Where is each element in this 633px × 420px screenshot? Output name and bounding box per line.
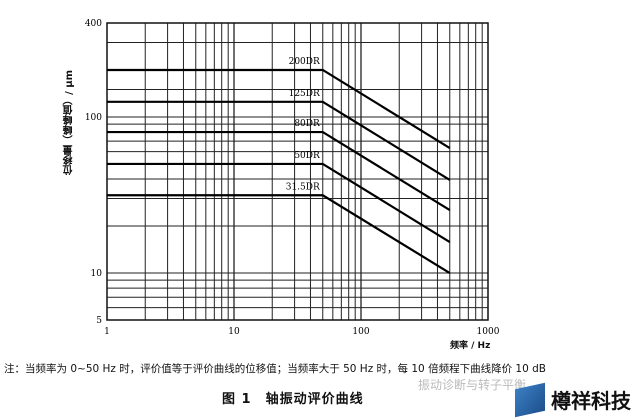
x-tick-label: 100 (352, 327, 369, 337)
series-line-125DR (107, 100, 451, 181)
y-tick-label: 400 (85, 19, 102, 29)
series-label: 80DR (294, 119, 320, 129)
series-line-80DR (107, 130, 451, 212)
plot-frame (106, 22, 489, 321)
series-label: 200DR (289, 57, 320, 67)
x-tick-label: 1 (104, 327, 110, 337)
y-tick-label: 100 (85, 113, 102, 123)
logo-text: 樽祥科技 (551, 389, 631, 413)
figure-note: 注：当频率为 0~50 Hz 时，评价值等于评价曲线的位移值；当频率大于 50 … (4, 363, 546, 375)
x-tick-label: 1000 (477, 327, 500, 337)
y-axis-label: 位移量（峰峰值）/ μm (64, 70, 75, 175)
figure-caption: 图 1 轴振动评价曲线 (222, 392, 364, 407)
series-line-31.5DR (107, 194, 451, 274)
watermark: 振动诊断与转子平衡 (418, 378, 527, 392)
logo-icon (515, 382, 545, 417)
series-label: 31.5DR (286, 182, 320, 192)
series-label: 50DR (294, 151, 320, 161)
logo: 樽祥科技 (515, 382, 631, 417)
series-line-50DR (107, 162, 451, 243)
y-tick-label: 5 (96, 316, 102, 326)
x-tick-label: 10 (228, 327, 240, 337)
y-tick-label: 10 (91, 269, 103, 279)
x-axis-label: 频率 / Hz (450, 341, 491, 351)
series-label: 125DR (289, 89, 320, 99)
series-line-200DR (107, 68, 451, 149)
